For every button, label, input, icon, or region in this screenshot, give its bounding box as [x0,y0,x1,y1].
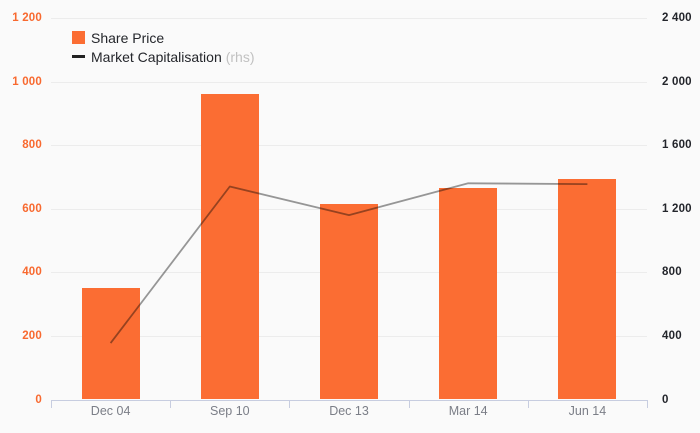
share-price-bar-dec-13[interactable] [320,203,378,400]
right-axis-tick-label: 2 400 [662,12,692,24]
left-axis-tick-label: 1 200 [12,12,42,24]
x-axis-tick [647,399,648,408]
x-axis-tick [170,399,172,408]
legend-item-market-cap[interactable]: Market Capitalisation (rhs) [72,47,255,66]
legend: Share Price Market Capitalisation (rhs) [72,28,255,66]
share-price-bar-sep-10[interactable] [200,94,259,400]
x-axis-tick [408,399,410,408]
gridline [51,18,647,19]
legend-market-cap-suffix: (rhs) [225,48,255,65]
x-axis-label-sep-10: Sep 10 [209,404,250,418]
market-cap-line[interactable] [109,182,588,344]
left-axis-tick-label: 800 [22,139,42,152]
x-axis-label-dec-04: Dec 04 [90,404,131,418]
share-price-bar-dec-04[interactable] [81,288,140,400]
x-axis-label-jun-14: Jun 14 [568,404,607,418]
share-price-bar-jun-14[interactable] [558,178,617,400]
right-axis-tick-label: 800 [662,266,682,279]
right-axis-tick-label: 0 [662,393,669,406]
left-axis-tick-label: 200 [22,329,42,342]
right-axis-tick-label: 1 600 [662,139,692,152]
x-axis-tick [51,399,52,408]
x-axis-line [51,399,647,401]
legend-item-share-price[interactable]: Share Price [72,28,255,47]
share-price-swatch-icon [72,31,85,44]
right-axis-tick-label: 400 [662,329,682,342]
right-axis-tick-label: 1 200 [662,202,692,215]
left-axis-tick-label: 0 [35,393,42,406]
x-axis-tick [289,399,291,408]
legend-market-cap-label: Market Capitalisation [91,48,222,65]
left-axis-tick-label: 400 [22,266,42,279]
x-axis-label-mar-14: Mar 14 [448,404,488,418]
gridline [51,145,647,147]
left-axis-tick-label: 600 [22,202,42,215]
share-price-bar-mar-14[interactable] [439,188,498,400]
gridline [51,81,647,83]
right-axis-tick-label: 2 000 [662,75,692,88]
legend-share-price-label: Share Price [91,29,165,46]
left-axis-tick-label: 1 000 [12,75,42,88]
x-axis-label-dec-13: Dec 13 [329,404,369,418]
market-cap-dash-icon [72,55,85,58]
x-axis-tick [527,399,529,408]
